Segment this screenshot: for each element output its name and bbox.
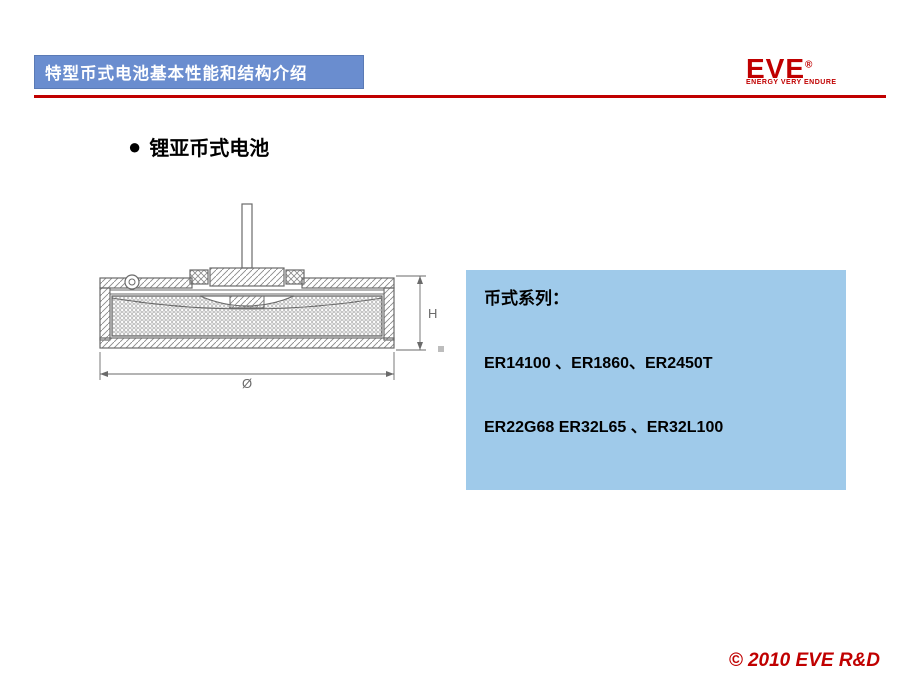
title-bar: 特型币式电池基本性能和结构介绍	[34, 55, 364, 89]
footer-copyright: © 2010 EVE R&D	[729, 650, 880, 672]
dim-h-label: H	[428, 306, 437, 321]
slide-title: 特型币式电池基本性能和结构介绍	[45, 60, 308, 84]
series-title: 币式系列：	[484, 284, 828, 309]
slide: 特型币式电池基本性能和结构介绍 EVE® ENERGY VERY ENDURE …	[0, 0, 920, 690]
logo-main-text: EVE	[746, 53, 805, 84]
series-line-2: ER22G68 ER32L65 、ER32L100	[484, 413, 828, 437]
header-divider	[34, 95, 886, 98]
battery-cross-section-diagram: H Ø	[90, 198, 450, 398]
section-heading: ● 锂亚币式电池	[128, 132, 269, 161]
bullet-icon: ●	[128, 134, 141, 160]
dim-w-label: Ø	[242, 376, 252, 391]
section-title: 锂亚币式电池	[149, 132, 269, 161]
company-logo: EVE® ENERGY VERY ENDURE	[746, 56, 876, 86]
series-line-1: ER14100 、ER1860、ER2450T	[484, 349, 828, 373]
registered-mark: ®	[805, 60, 813, 71]
series-info-box: 币式系列： ER14100 、ER1860、ER2450T ER22G68 ER…	[466, 270, 846, 490]
diagram-svg: H Ø	[90, 198, 450, 398]
logo-text: EVE®	[746, 56, 876, 81]
